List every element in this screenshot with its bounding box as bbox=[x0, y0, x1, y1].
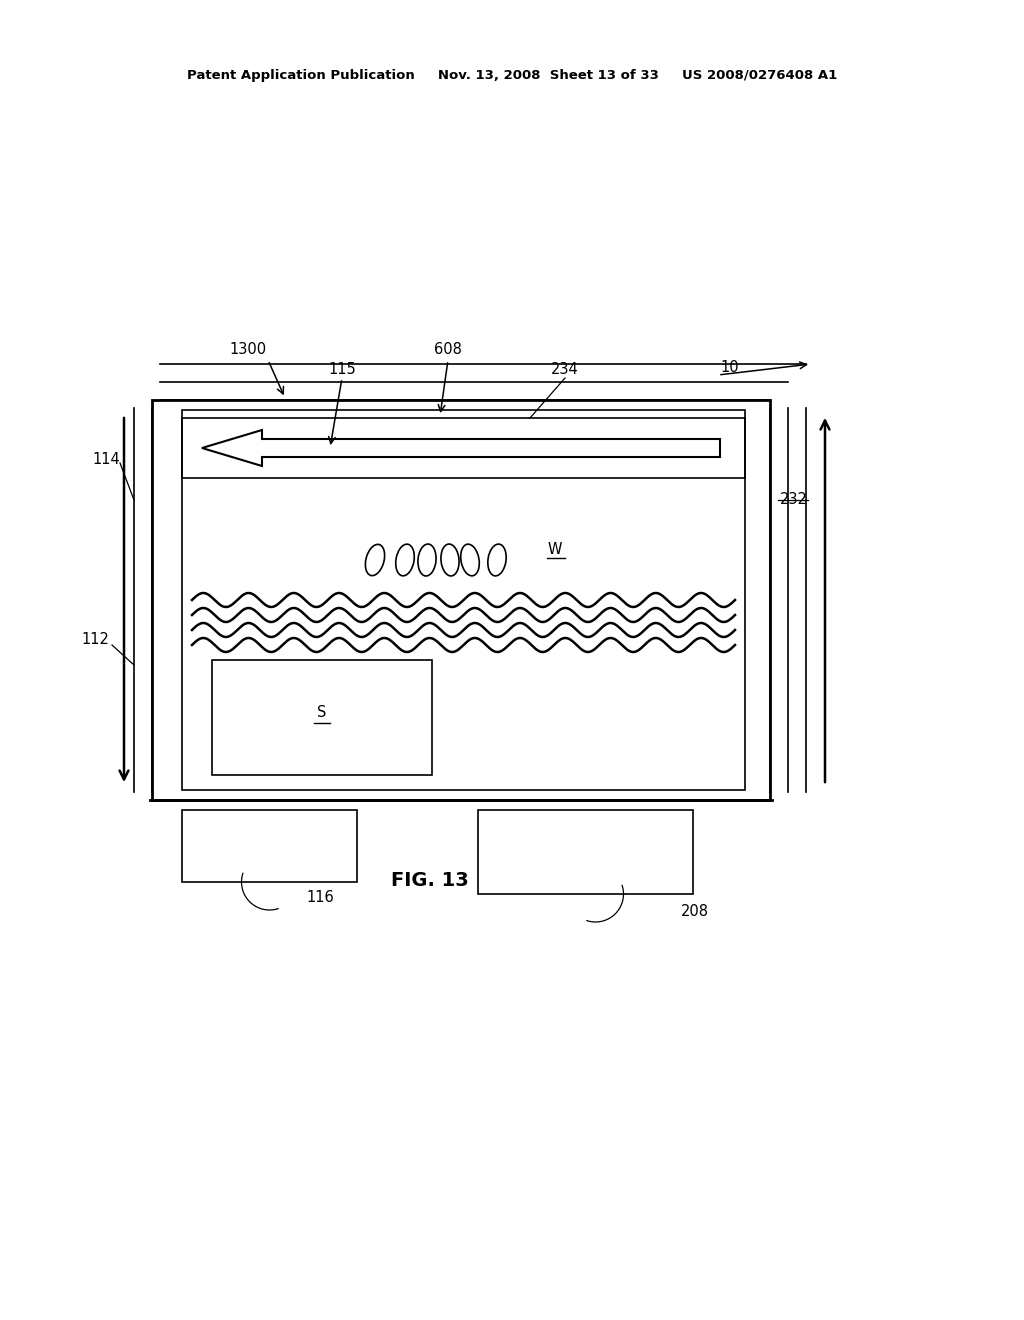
Text: Patent Application Publication     Nov. 13, 2008  Sheet 13 of 33     US 2008/027: Patent Application Publication Nov. 13, … bbox=[186, 69, 838, 82]
Text: 10: 10 bbox=[720, 360, 738, 375]
Text: 208: 208 bbox=[681, 904, 709, 920]
Text: 1300: 1300 bbox=[229, 342, 266, 358]
Bar bbox=[182, 418, 745, 478]
Text: 608: 608 bbox=[434, 342, 462, 358]
Text: 114: 114 bbox=[92, 453, 120, 467]
Text: FIG. 13: FIG. 13 bbox=[391, 870, 469, 890]
Text: S: S bbox=[317, 705, 327, 719]
Text: W: W bbox=[548, 543, 562, 557]
Bar bbox=[212, 660, 432, 775]
Bar bbox=[152, 400, 770, 800]
Polygon shape bbox=[202, 430, 720, 466]
Text: 232: 232 bbox=[780, 492, 808, 507]
Bar bbox=[478, 810, 693, 894]
Bar bbox=[182, 411, 745, 789]
Text: 116: 116 bbox=[306, 891, 334, 906]
Text: 115: 115 bbox=[328, 363, 356, 378]
Text: 112: 112 bbox=[81, 632, 109, 648]
Bar bbox=[182, 810, 357, 882]
Text: 234: 234 bbox=[551, 363, 579, 378]
